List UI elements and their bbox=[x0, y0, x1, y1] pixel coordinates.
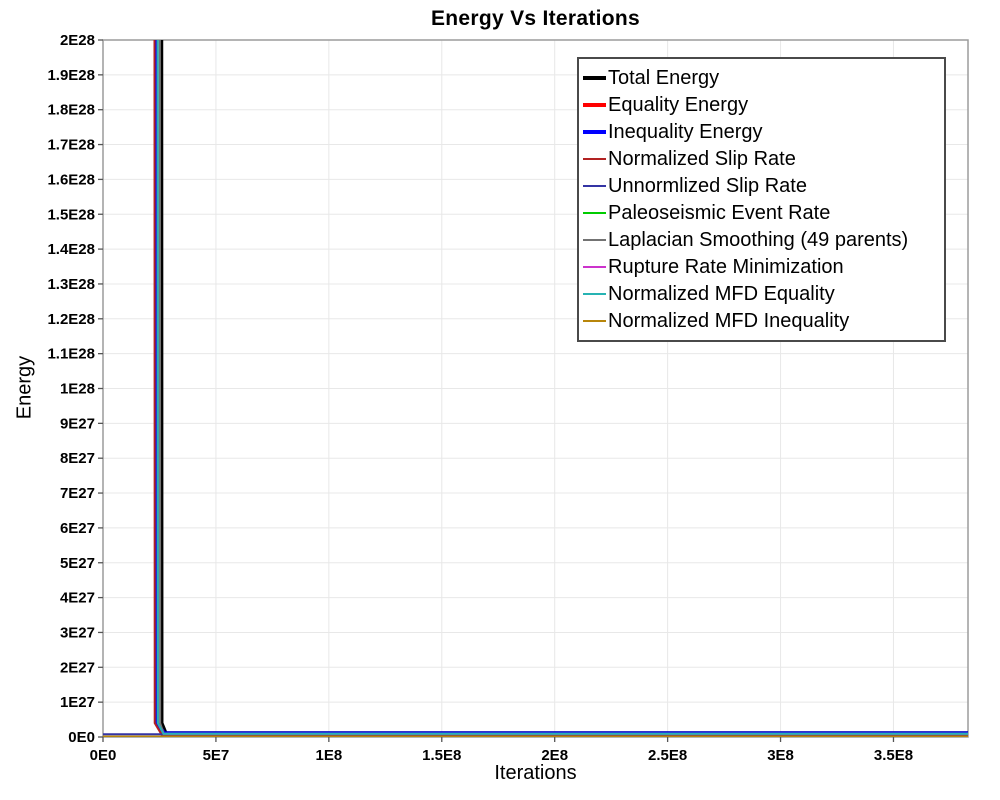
legend-label: Total Energy bbox=[608, 67, 720, 89]
y-tick-label: 1.3E28 bbox=[47, 276, 95, 293]
y-tick-label: 8E27 bbox=[60, 450, 95, 467]
chart-title: Energy Vs Iterations bbox=[430, 7, 641, 30]
x-tick-label: 2.5E8 bbox=[648, 747, 687, 764]
legend-label: Unnormlized Slip Rate bbox=[608, 175, 807, 197]
x-axis-label: Iterations bbox=[494, 762, 577, 784]
x-tick-label: 3.5E8 bbox=[874, 747, 913, 764]
x-tick-label: 5E7 bbox=[203, 747, 230, 764]
legend-item-2: Inequality Energy bbox=[583, 122, 940, 142]
y-tick-label: 1E27 bbox=[60, 694, 95, 711]
legend-line-swatch bbox=[583, 292, 606, 296]
y-tick-label: 1.5E28 bbox=[47, 206, 95, 223]
legend-label: Rupture Rate Minimization bbox=[608, 256, 844, 278]
legend-item-8: Normalized MFD Equality bbox=[583, 284, 940, 304]
legend-line-swatch bbox=[583, 319, 606, 323]
y-tick-label: 5E27 bbox=[60, 555, 95, 572]
legend-line-swatch bbox=[583, 103, 606, 107]
legend-label: Laplacian Smoothing (49 parents) bbox=[608, 229, 909, 251]
y-tick-label: 1.8E28 bbox=[47, 102, 95, 119]
legend-item-4: Unnormlized Slip Rate bbox=[583, 176, 940, 196]
series-line-8 bbox=[156, 40, 968, 735]
legend-line-swatch bbox=[583, 238, 606, 242]
legend-line-swatch bbox=[583, 130, 606, 134]
legend-label: Paleoseismic Event Rate bbox=[608, 202, 831, 224]
y-tick-label: 4E27 bbox=[60, 590, 95, 607]
legend-label: Normalized Slip Rate bbox=[608, 148, 796, 170]
legend-item-9: Normalized MFD Inequality bbox=[583, 311, 940, 331]
legend-item-6: Laplacian Smoothing (49 parents) bbox=[583, 230, 940, 250]
x-tick-label: 0E0 bbox=[90, 747, 117, 764]
y-tick-label: 2E28 bbox=[60, 32, 95, 49]
legend-line-swatch bbox=[583, 211, 606, 215]
y-tick-label: 9E27 bbox=[60, 415, 95, 432]
legend: Total Energy Equality Energy Inequality En… bbox=[577, 57, 946, 342]
y-tick-label: 1.1E28 bbox=[47, 346, 95, 363]
y-tick-label: 1.9E28 bbox=[47, 67, 95, 84]
legend-label: Equality Energy bbox=[608, 94, 749, 116]
y-tick-label: 6E27 bbox=[60, 520, 95, 537]
x-tick-label: 1.5E8 bbox=[422, 747, 461, 764]
legend-label: Inequality Energy bbox=[608, 121, 763, 143]
legend-item-0: Total Energy bbox=[583, 68, 940, 88]
y-tick-label: 1.7E28 bbox=[47, 137, 95, 154]
y-tick-label: 1E28 bbox=[60, 381, 95, 398]
y-tick-label: 2E27 bbox=[60, 659, 95, 676]
y-tick-label: 1.2E28 bbox=[47, 311, 95, 328]
legend-item-3: Normalized Slip Rate bbox=[583, 149, 940, 169]
y-tick-label: 7E27 bbox=[60, 485, 95, 502]
legend-line-swatch bbox=[583, 184, 606, 188]
y-tick-label: 0E0 bbox=[68, 729, 95, 746]
legend-item-5: Paleoseismic Event Rate bbox=[583, 203, 940, 223]
legend-item-1: Equality Energy bbox=[583, 95, 940, 115]
x-tick-label: 3E8 bbox=[767, 747, 794, 764]
legend-line-swatch bbox=[583, 157, 606, 161]
legend-label: Normalized MFD Equality bbox=[608, 283, 835, 305]
legend-item-7: Rupture Rate Minimization bbox=[583, 257, 940, 277]
legend-line-swatch bbox=[583, 265, 606, 269]
y-tick-label: 1.4E28 bbox=[47, 241, 95, 258]
y-tick-label: 3E27 bbox=[60, 624, 95, 641]
x-tick-label: 2E8 bbox=[541, 747, 568, 764]
legend-line-swatch bbox=[583, 76, 606, 80]
legend-label: Normalized MFD Inequality bbox=[608, 310, 850, 332]
y-tick-label: 1.6E28 bbox=[47, 171, 95, 188]
x-tick-label: 1E8 bbox=[315, 747, 342, 764]
